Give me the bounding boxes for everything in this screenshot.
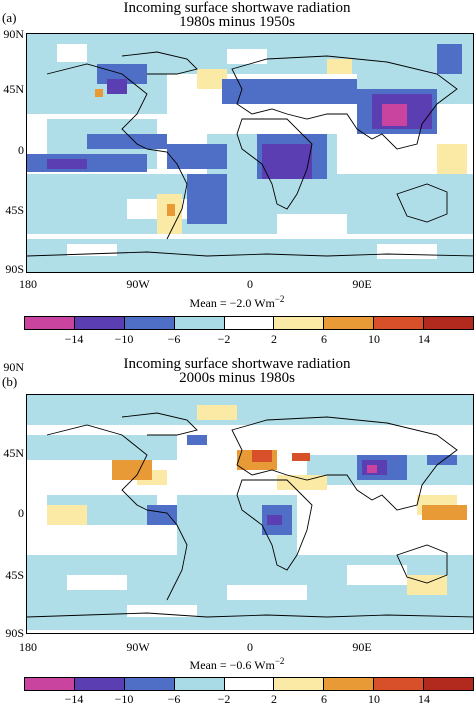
lat-label-90s: 90S <box>5 262 24 276</box>
colorbar-b-tick: −6 <box>167 692 181 706</box>
colorbar-a-tick: −10 <box>114 332 134 346</box>
lat-label-45s: 45S <box>5 203 24 217</box>
colorbar-b-tick: 14 <box>418 692 430 706</box>
colorbar-a-tick: 6 <box>321 332 327 346</box>
panel-b-title-line1: Incoming surface shortwave radiation <box>123 356 351 372</box>
panel-b: Incoming surface shortwave radiation 200… <box>0 356 474 708</box>
map-panel-b <box>26 394 474 634</box>
colorbar-b-tick: −14 <box>64 692 84 706</box>
colorbar-seg <box>74 678 125 690</box>
colorbar-b-tick: −10 <box>114 692 134 706</box>
lon-label-0: 0 <box>247 277 253 291</box>
panel-a: Incoming surface shortwave radiation 198… <box>0 0 474 352</box>
colorbar-seg <box>174 317 225 329</box>
colorbar-a-tick: 10 <box>368 332 380 346</box>
colorbar-b <box>24 677 474 691</box>
colorbar-seg <box>74 317 125 329</box>
map-panel-a <box>26 33 474 273</box>
lon-label-90e: 90E <box>352 640 372 654</box>
panel-b-label: (b) <box>2 374 18 389</box>
panel-b-mean: Mean = −0.6 Wm−2 <box>0 656 474 673</box>
panel-a-mean-text: Mean = −2.0 Wm <box>189 296 275 310</box>
panel-b-title-line2: 2000s minus 1980s <box>179 370 295 386</box>
map-b-svg <box>27 395 473 630</box>
colorbar-a-tick: −14 <box>64 332 84 346</box>
colorbar-seg <box>324 317 375 329</box>
lat-label-45s: 45S <box>5 568 24 582</box>
colorbar-a-tick: 14 <box>418 332 430 346</box>
colorbar-a-tick: −6 <box>167 332 181 346</box>
colorbar-seg <box>274 317 325 329</box>
panel-b-mean-text: Mean = −0.6 Wm <box>189 658 275 672</box>
lon-label-90w: 90W <box>126 640 150 654</box>
colorbar-b-tick: 10 <box>368 692 380 706</box>
lat-label-90s: 90S <box>5 626 24 640</box>
colorbar-seg <box>224 317 275 329</box>
colorbar-seg <box>25 317 75 329</box>
lat-label-90n: 90N <box>3 27 24 41</box>
lon-label-180: 180 <box>19 277 37 291</box>
lat-label-eq: 0 <box>18 143 24 157</box>
lon-label-90w: 90W <box>126 277 150 291</box>
colorbar-seg <box>424 317 474 329</box>
colorbar-seg <box>124 678 175 690</box>
colorbar-seg <box>374 678 425 690</box>
colorbar-seg <box>274 678 325 690</box>
colorbar-b-tick: 6 <box>321 692 327 706</box>
colorbar-seg <box>424 678 474 690</box>
lat-label-90n: 90N <box>3 360 24 374</box>
colorbar-a <box>24 316 474 330</box>
panel-a-label: (a) <box>2 10 17 25</box>
lon-label-180: 180 <box>19 640 37 654</box>
panel-a-title-line2: 1980s minus 1950s <box>179 14 295 30</box>
map-a-svg <box>27 34 473 272</box>
lon-label-90e: 90E <box>352 277 372 291</box>
colorbar-seg <box>374 317 425 329</box>
colorbar-seg <box>174 678 225 690</box>
lon-label-0: 0 <box>247 640 253 654</box>
lat-label-45n: 45N <box>3 446 24 460</box>
panel-b-mean-exp: −2 <box>274 656 285 666</box>
colorbar-seg <box>224 678 275 690</box>
colorbar-seg <box>25 678 75 690</box>
colorbar-b-tick: 2 <box>271 692 277 706</box>
colorbar-seg <box>124 317 175 329</box>
panel-a-title-line1: Incoming surface shortwave radiation <box>123 0 351 16</box>
colorbar-seg <box>324 678 375 690</box>
colorbar-a-tick: −2 <box>217 332 231 346</box>
panel-a-mean-exp: −2 <box>274 294 285 304</box>
panel-a-mean: Mean = −2.0 Wm−2 <box>0 294 474 311</box>
colorbar-b-tick: −2 <box>217 692 231 706</box>
lat-label-eq: 0 <box>18 506 24 520</box>
colorbar-a-tick: 2 <box>271 332 277 346</box>
lat-label-45n: 45N <box>3 82 24 96</box>
